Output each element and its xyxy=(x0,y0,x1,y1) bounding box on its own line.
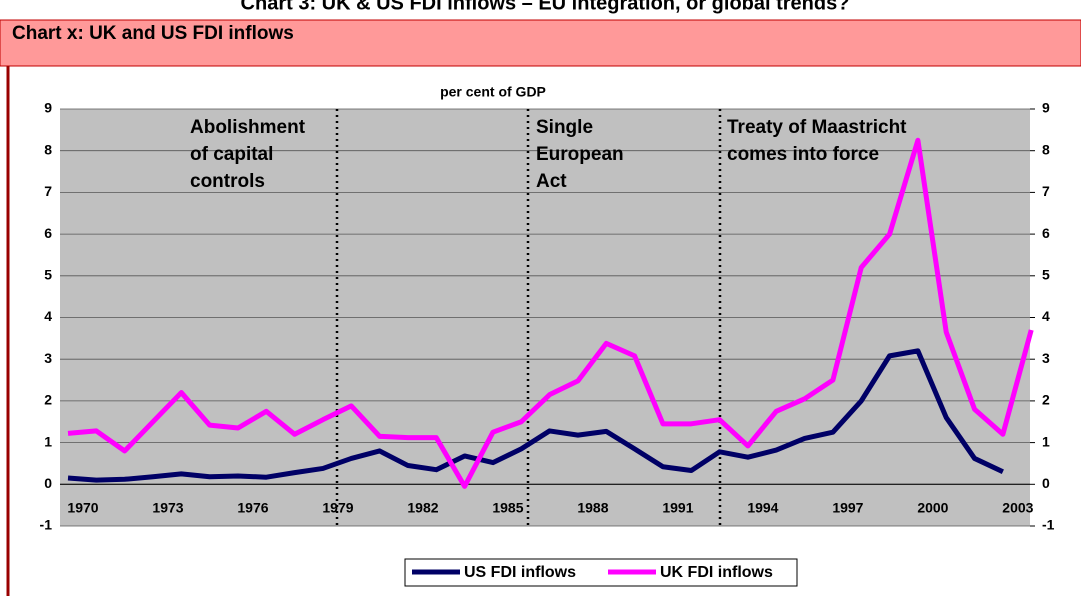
y-tick-label: 0 xyxy=(44,475,52,491)
y2-tick-label: 1 xyxy=(1042,433,1050,449)
annotation-text: European xyxy=(536,144,624,165)
annotation-text: controls xyxy=(190,171,265,192)
x-tick-label: 1997 xyxy=(832,500,863,516)
x-tick-label: 1985 xyxy=(492,500,523,516)
chart-title: Chart x: UK and US FDI inflows xyxy=(12,23,294,44)
y-tick-label: 4 xyxy=(44,308,52,324)
annotation-text: of capital xyxy=(190,144,273,165)
x-tick-label: 1994 xyxy=(747,500,778,516)
page-title: Chart 3: UK & US FDI inflows – EU integr… xyxy=(241,0,850,14)
x-tick-label: 1970 xyxy=(67,500,98,516)
y-tick-label: -1 xyxy=(40,517,53,533)
legend-label: US FDI inflows xyxy=(464,564,576,581)
x-tick-label: 1991 xyxy=(662,500,693,516)
y2-tick-label: 7 xyxy=(1042,183,1050,199)
x-tick-label: 2000 xyxy=(917,500,948,516)
annotation-text: Abolishment xyxy=(190,117,306,138)
y2-tick-label: 2 xyxy=(1042,392,1050,408)
y-tick-label: 3 xyxy=(44,350,52,366)
y2-tick-label: 5 xyxy=(1042,267,1050,283)
y-tick-label: 7 xyxy=(44,183,52,199)
x-tick-label: 1976 xyxy=(237,500,268,516)
y-tick-label: 2 xyxy=(44,392,52,408)
legend-box xyxy=(404,558,798,587)
annotation-text: Single xyxy=(536,117,593,138)
y2-tick-label: 6 xyxy=(1042,225,1050,241)
y2-tick-label: 4 xyxy=(1042,308,1050,324)
x-tick-label: 1979 xyxy=(322,500,353,516)
x-tick-label: 1988 xyxy=(577,500,608,516)
y-tick-label: 9 xyxy=(44,100,52,116)
series-line xyxy=(67,137,1034,489)
annotation-text: comes into force xyxy=(727,144,879,165)
x-tick-label: 1982 xyxy=(407,500,438,516)
y-tick-label: 8 xyxy=(44,141,52,157)
y2-tick-label: 0 xyxy=(1042,475,1050,491)
y2-tick-label: 3 xyxy=(1042,350,1050,366)
y-tick-label: 5 xyxy=(44,267,52,283)
series-line xyxy=(67,348,1004,483)
y-tick-label: 6 xyxy=(44,225,52,241)
annotation-text: Act xyxy=(536,171,567,192)
y2-tick-label: -1 xyxy=(1042,517,1055,533)
y2-tick-label: 9 xyxy=(1042,100,1050,116)
y-axis-label: per cent of GDP xyxy=(440,84,546,100)
header-bar xyxy=(0,19,1081,67)
y2-tick-label: 8 xyxy=(1042,141,1050,157)
y-tick-label: 1 xyxy=(44,433,52,449)
x-tick-label: 1973 xyxy=(152,500,183,516)
annotation-text: Treaty of Maastricht xyxy=(727,117,907,138)
legend-label: UK FDI inflows xyxy=(660,564,773,581)
x-tick-label: 2003 xyxy=(1002,500,1033,516)
